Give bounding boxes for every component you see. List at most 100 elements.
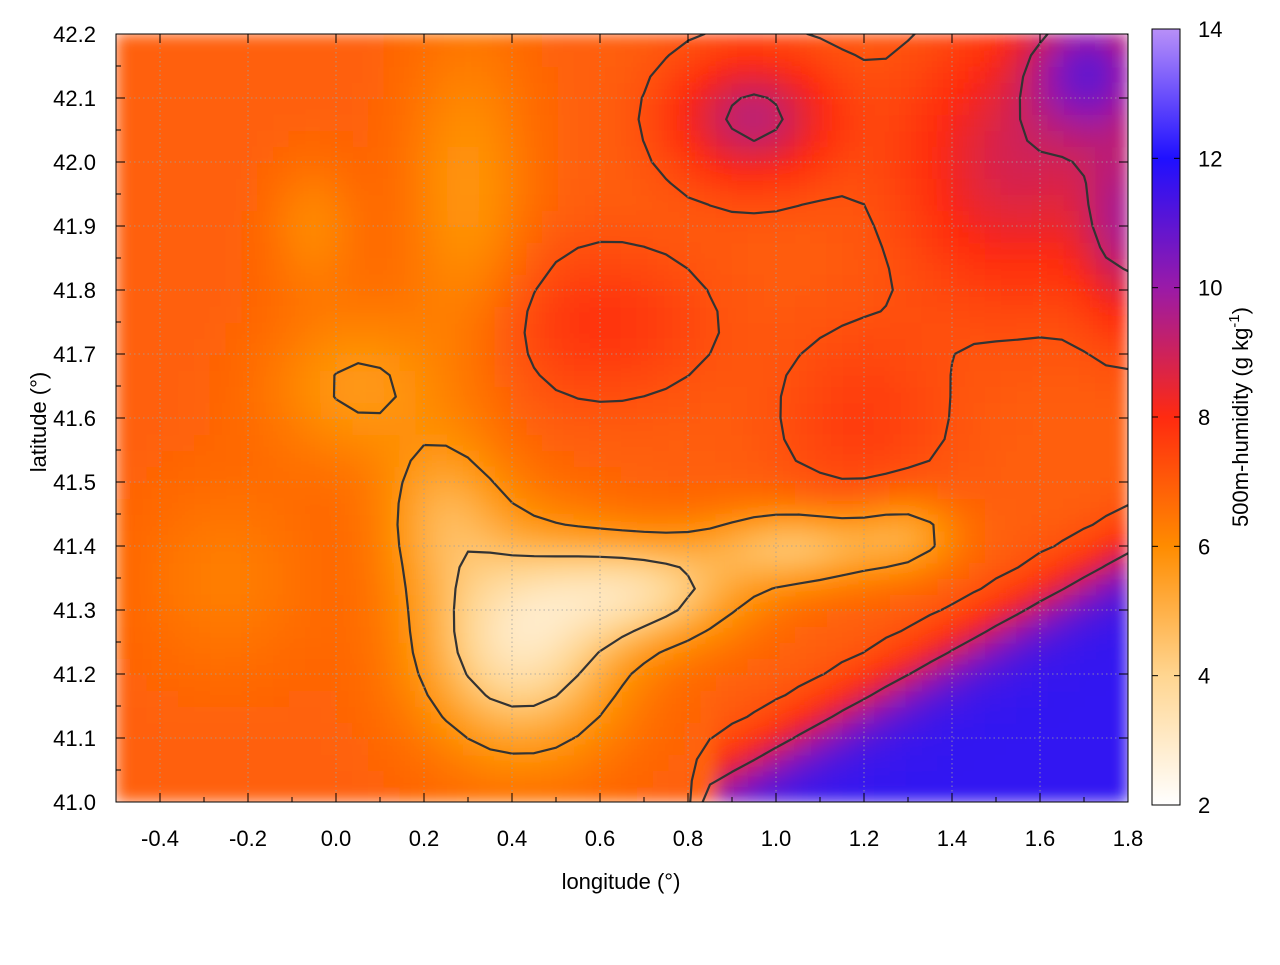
heat-cell: [336, 369, 355, 387]
heat-cell: [304, 449, 323, 467]
heat-cell: [415, 177, 434, 195]
heat-cell: [810, 34, 829, 51]
heat-cell: [194, 689, 212, 707]
heat-cell: [763, 241, 782, 259]
heat-cell: [858, 401, 876, 419]
heat-cell: [447, 241, 465, 259]
heat-cell: [241, 129, 260, 147]
heat-cell: [288, 337, 307, 355]
heat-cell: [557, 401, 576, 419]
heat-cell: [984, 737, 1003, 755]
heat-cell: [605, 625, 623, 643]
heat-cell: [621, 705, 639, 723]
heat-cell: [557, 513, 576, 531]
heat-cell: [984, 657, 1003, 675]
heat-cell: [1032, 257, 1050, 275]
heat-cell: [858, 49, 876, 67]
heat-cell: [794, 113, 813, 131]
heat-cell: [431, 641, 450, 659]
heat-cell: [1032, 321, 1050, 339]
heat-cell: [130, 209, 149, 227]
x-tick-label: -0.4: [141, 826, 179, 851]
heat-cell: [447, 689, 465, 707]
heat-cell: [858, 81, 876, 99]
heat-cell: [431, 385, 450, 403]
heat-cell: [178, 401, 197, 419]
heat-cell: [1063, 193, 1082, 211]
heat-cell: [225, 81, 244, 99]
heat-cell: [257, 97, 276, 115]
heat-cell: [652, 689, 671, 707]
heat-cell: [273, 337, 291, 355]
heat-cell: [921, 321, 940, 339]
heat-cell: [621, 481, 639, 499]
heat-cell: [1095, 609, 1114, 627]
heat-cell: [636, 385, 655, 403]
heat-cell: [447, 673, 465, 691]
heat-cell: [1111, 241, 1128, 259]
heat-cell: [968, 321, 987, 339]
heat-cell: [731, 65, 750, 83]
heat-cell: [984, 305, 1003, 323]
heat-cell: [905, 225, 924, 243]
heat-cell: [589, 289, 608, 307]
heat-cell: [241, 161, 260, 179]
heat-cell: [589, 241, 608, 259]
heat-cell: [668, 785, 687, 802]
heat-cell: [352, 577, 370, 595]
heat-cell: [905, 289, 924, 307]
heat-cell: [478, 785, 497, 802]
heat-cell: [1079, 273, 1098, 291]
heat-cell: [130, 113, 149, 131]
heat-cell: [557, 177, 576, 195]
heat-cell: [905, 65, 924, 83]
heat-cell: [399, 305, 418, 323]
heat-cell: [1032, 737, 1050, 755]
heat-cell: [1032, 465, 1050, 483]
heat-cell: [1063, 81, 1082, 99]
heat-cell: [1032, 209, 1050, 227]
heat-cell: [621, 257, 639, 275]
heat-cell: [447, 369, 465, 387]
heat-cell: [953, 401, 971, 419]
heat-cell: [116, 193, 133, 211]
heat-cell: [794, 337, 813, 355]
heat-cell: [684, 449, 703, 467]
heat-cell: [257, 609, 276, 627]
heat-cell: [747, 321, 766, 339]
heat-cell: [399, 769, 418, 787]
heat-cell: [320, 145, 339, 163]
heat-cell: [794, 753, 813, 771]
heat-cell: [842, 593, 861, 611]
heat-cell: [225, 593, 244, 611]
heat-cell: [731, 305, 750, 323]
heat-cell: [162, 417, 181, 435]
heat-cell: [194, 193, 212, 211]
heat-cell: [194, 129, 212, 147]
heat-cell: [336, 545, 355, 563]
heat-cell: [652, 129, 671, 147]
heat-cell: [146, 481, 165, 499]
heat-cell: [636, 705, 655, 723]
heat-cell: [874, 209, 892, 227]
heat-cell: [731, 449, 750, 467]
heat-cell: [842, 785, 861, 802]
heat-cell: [478, 65, 497, 83]
heat-cell: [573, 34, 592, 51]
heat-cell: [1047, 337, 1066, 355]
heat-cell: [968, 369, 987, 387]
heat-cell: [116, 177, 133, 195]
heat-cell: [494, 641, 513, 659]
heat-cell: [621, 721, 639, 739]
heat-cell: [478, 209, 497, 227]
heat-cell: [1111, 34, 1128, 51]
heat-cell: [462, 657, 481, 675]
y-axis: 41.041.141.241.341.441.541.641.741.841.9…: [53, 22, 1128, 815]
heat-cell: [826, 65, 845, 83]
heat-cell: [668, 49, 687, 67]
heat-cell: [968, 705, 987, 723]
heat-cell: [984, 433, 1003, 451]
heat-cell: [557, 145, 576, 163]
heat-cell: [573, 193, 592, 211]
heat-cell: [383, 465, 402, 483]
